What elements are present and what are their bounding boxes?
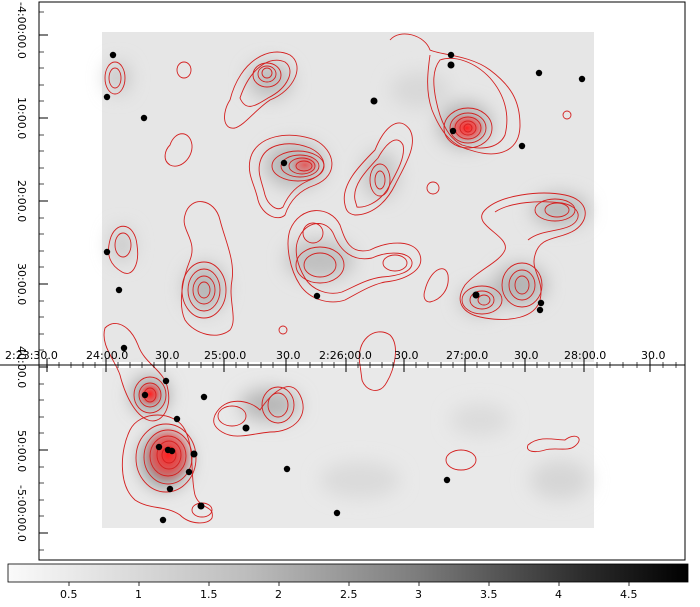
dec-tick-label: 40:00.0 (15, 346, 28, 388)
ra-tick-label: 28:00.0 (564, 349, 606, 362)
ra-tick-label: 27:00.0 (446, 349, 488, 362)
ra-tick-label: 30.0 (394, 349, 419, 362)
colorbar-tick-label: 4.5 (620, 588, 638, 601)
source-dot-icon[interactable] (472, 291, 480, 299)
source-dot-icon[interactable] (185, 468, 193, 476)
ra-tick-label: 30.0 (514, 349, 539, 362)
dec-tick-label: 20:00.0 (15, 180, 28, 222)
source-dot-icon[interactable] (109, 51, 117, 59)
hot-core-left (138, 382, 162, 406)
source-dot-icon[interactable] (283, 465, 291, 473)
colorbar-tick-label: 2.5 (340, 588, 358, 601)
dec-axis-minor-ticks (39, 11, 44, 551)
colorbar-gradient (7, 563, 689, 583)
colorbar-labels: 0.5 1 1.5 2 2.5 3 3.5 4 4.5 (60, 588, 638, 601)
source-dot-icon[interactable] (447, 51, 455, 59)
source-dot-icon[interactable] (103, 93, 111, 101)
hot-core-center (291, 155, 319, 175)
colorbar-tick-label: 0.5 (60, 588, 78, 601)
ra-tick-label: 2:23:30.0 (5, 349, 58, 362)
ra-tick-label: 30.0 (155, 349, 180, 362)
colorbar-tick-label: 1 (135, 588, 142, 601)
ra-tick-label: 24:00.0 (86, 349, 128, 362)
source-dot-icon[interactable] (162, 377, 170, 385)
source-dots (103, 51, 586, 524)
contour-map-icon (103, 33, 586, 524)
ra-tick-label: 30.0 (276, 349, 301, 362)
dec-tick-label: -4:00:00.0 (15, 2, 28, 59)
source-dot-icon[interactable] (190, 450, 198, 458)
ra-axis-minor-ticks (58, 362, 677, 368)
colorbar-ticks (68, 582, 630, 586)
source-dot-icon[interactable] (103, 248, 111, 256)
colorbar-tick-label: 3 (415, 588, 422, 601)
source-dot-icon[interactable] (115, 286, 123, 294)
source-dot-icon[interactable] (370, 97, 378, 105)
source-dot-icon[interactable] (443, 476, 451, 484)
source-dot-icon[interactable] (166, 485, 174, 493)
dec-tick-label: 10:00.0 (15, 97, 28, 139)
source-dot-icon[interactable] (159, 516, 167, 524)
colorbar-tick-label: 4 (555, 588, 562, 601)
source-dot-icon[interactable] (449, 127, 457, 135)
source-dot-icon[interactable] (173, 415, 181, 423)
hot-core-lower-left (144, 427, 192, 483)
source-dot-icon[interactable] (200, 393, 208, 401)
source-dot-icon[interactable] (536, 306, 544, 314)
source-dot-icon[interactable] (120, 344, 128, 352)
source-dot-icon[interactable] (578, 75, 586, 83)
source-dot-icon[interactable] (537, 299, 545, 307)
contour-layer (103, 33, 586, 524)
colorbar-tick-label: 1.5 (200, 588, 218, 601)
map-upper-panel (102, 32, 594, 362)
source-dot-icon[interactable] (155, 443, 163, 451)
colorbar-tick-label: 2 (275, 588, 282, 601)
source-dot-icon[interactable] (518, 142, 526, 150)
ra-axis-ticks (46, 358, 651, 372)
colorbar[interactable]: 0.5 1 1.5 2 2.5 3 3.5 4 4.5 (7, 563, 689, 601)
ra-tick-label: 2:26:00.0 (319, 349, 372, 362)
source-dot-icon[interactable] (242, 424, 250, 432)
source-dot-icon[interactable] (333, 509, 341, 517)
source-dot-icon[interactable] (447, 61, 455, 69)
dec-tick-label: 50:00.0 (15, 430, 28, 472)
ra-tick-label: 25:00.0 (204, 349, 246, 362)
dec-tick-label: 30:00.0 (15, 263, 28, 305)
source-dot-icon[interactable] (140, 114, 148, 122)
ra-axis-labels: 2:23:30.0 24:00.0 30.0 25:00.0 30.0 2:26… (5, 349, 666, 362)
dec-axis-labels: -4:00:00.0 10:00.0 20:00.0 30:00.0 40:00… (15, 2, 28, 542)
source-dot-icon[interactable] (168, 447, 176, 455)
map-image[interactable] (102, 32, 594, 528)
source-dot-icon[interactable] (280, 159, 288, 167)
dec-axis-ticks (39, 34, 48, 534)
colorbar-tick-label: 3.5 (480, 588, 498, 601)
source-dot-icon[interactable] (141, 391, 149, 399)
ra-tick-label: 30.0 (641, 349, 666, 362)
source-dot-icon[interactable] (535, 69, 543, 77)
source-dot-icon[interactable] (313, 292, 321, 300)
dec-tick-label: -5:00:00.0 (15, 485, 28, 542)
source-dot-icon[interactable] (197, 502, 205, 510)
